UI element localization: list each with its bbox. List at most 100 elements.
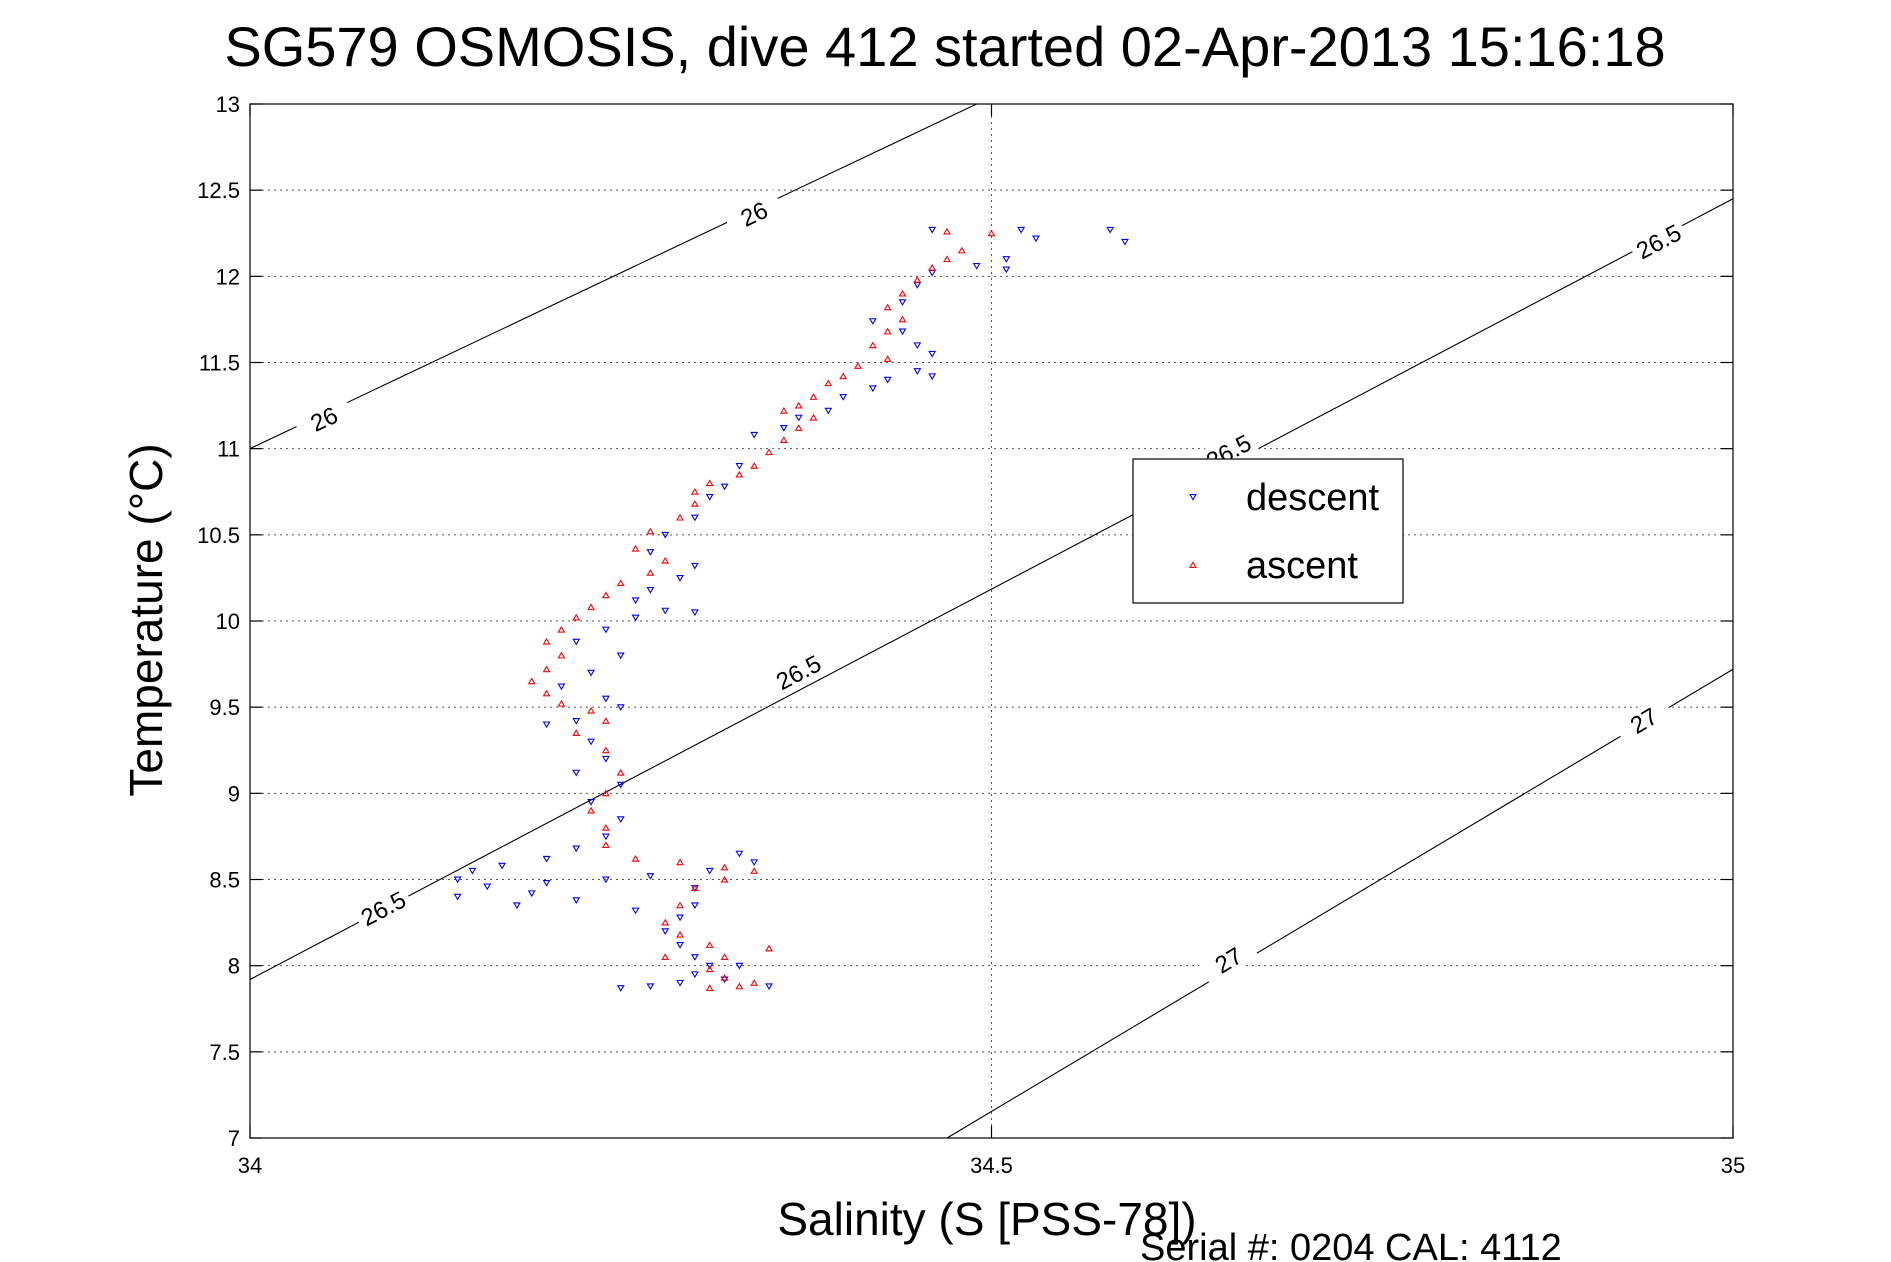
ascent-point [676, 513, 685, 521]
descent-point [557, 683, 566, 691]
descent-point [601, 876, 610, 884]
ascent-point [542, 689, 551, 697]
ascent-point [898, 289, 907, 297]
ascent-point [661, 953, 670, 961]
descent-point [542, 855, 551, 863]
descent-point [601, 755, 610, 763]
y-tick-label: 7 [228, 1126, 240, 1151]
descent-point [735, 962, 744, 970]
descent-point [1002, 256, 1011, 263]
data-points [453, 226, 1129, 992]
ascent-point [557, 699, 566, 707]
y-tick-label: 12.5 [197, 178, 240, 203]
chart-title: SG579 OSMOSIS, dive 412 started 02-Apr-2… [224, 15, 1665, 78]
ascent-point [572, 729, 581, 736]
descent-point [913, 281, 922, 289]
descent-point [1121, 238, 1129, 246]
ascent-point [779, 436, 788, 444]
ascent-point [898, 315, 907, 323]
isopycnal-26.5 [249, 198, 1734, 980]
ascent-point [676, 930, 685, 938]
ascent-point [705, 941, 714, 948]
ascent-point [572, 613, 581, 621]
contour-label-bg [292, 394, 355, 443]
descent-point [542, 879, 551, 887]
y-tick-label: 8.5 [209, 868, 240, 893]
descent-point [705, 867, 714, 875]
ascent-point [646, 527, 655, 535]
descent-point [794, 414, 803, 422]
ascent-point [601, 789, 610, 797]
descent-point [572, 769, 581, 777]
descent-point [705, 493, 714, 501]
descent-point [631, 907, 640, 915]
ascent-point [661, 556, 670, 564]
descent-point [868, 318, 877, 325]
descent-point [735, 462, 744, 470]
ascent-point [601, 824, 610, 831]
ascent-point [542, 637, 551, 645]
descent-point [646, 587, 655, 594]
ascent-point [676, 858, 685, 866]
descent-point [572, 845, 581, 853]
descent-point [779, 425, 788, 432]
ascent-point [557, 651, 566, 659]
serial-cal-footer: Serial #: 0204 CAL: 4112 [1140, 1227, 1562, 1262]
ascent-point [987, 229, 996, 237]
ascent-point [601, 591, 610, 599]
descent-point [646, 873, 655, 880]
ascent-point [690, 500, 699, 507]
descent-point [616, 816, 625, 823]
descent-point [468, 867, 477, 875]
descent-point [1017, 226, 1026, 234]
descent-point [1106, 226, 1115, 234]
y-tick-label: 8 [228, 954, 240, 979]
descent-point [676, 979, 685, 987]
contour-label-bg [352, 883, 414, 933]
descent-point [601, 833, 610, 841]
ascent-point [957, 246, 966, 254]
descent-point [913, 368, 922, 375]
descent-point [572, 638, 581, 646]
descent-point [498, 862, 507, 870]
y-tick-label: 13 [216, 92, 240, 117]
contour-label-bg [1627, 216, 1690, 266]
contour-label-bg [1197, 934, 1259, 986]
descent-point [750, 859, 759, 867]
isopycnal-26 [249, 103, 977, 450]
descent-point [631, 614, 640, 622]
ascent-point [794, 401, 803, 409]
descent-point [453, 893, 462, 901]
y-tick-label: 11 [217, 437, 240, 462]
descent-point [690, 562, 699, 570]
ascent-point [913, 275, 922, 283]
descent-point [616, 985, 625, 992]
legend-box [1132, 458, 1404, 604]
legend: descent ascent [1132, 458, 1404, 604]
descent-point [661, 531, 670, 539]
ascent-point [690, 884, 699, 892]
isopycnal-27 [946, 668, 1734, 1139]
ascent-point [676, 901, 685, 909]
ascent-point [735, 982, 744, 990]
ascent-point [557, 625, 566, 633]
descent-point [601, 626, 610, 634]
y-tick-label: 9 [228, 781, 240, 806]
descent-point [676, 942, 685, 949]
descent-point [616, 704, 625, 711]
ascent-point [928, 263, 937, 271]
ascent-point [705, 984, 714, 992]
ascent-point [616, 768, 625, 776]
descent-point [690, 609, 699, 617]
y-tick-label: 12 [216, 264, 240, 289]
descent-point [690, 971, 699, 979]
descent-point [1002, 266, 1011, 274]
descent-point [705, 962, 714, 970]
ascent-point [943, 227, 951, 235]
ascent-point [631, 855, 640, 862]
descent-point [972, 263, 981, 270]
y-axis-label: Temperature (°C) [120, 443, 172, 796]
descent-point [883, 376, 892, 384]
ascent-point [765, 448, 774, 456]
ascent-point [883, 303, 892, 311]
